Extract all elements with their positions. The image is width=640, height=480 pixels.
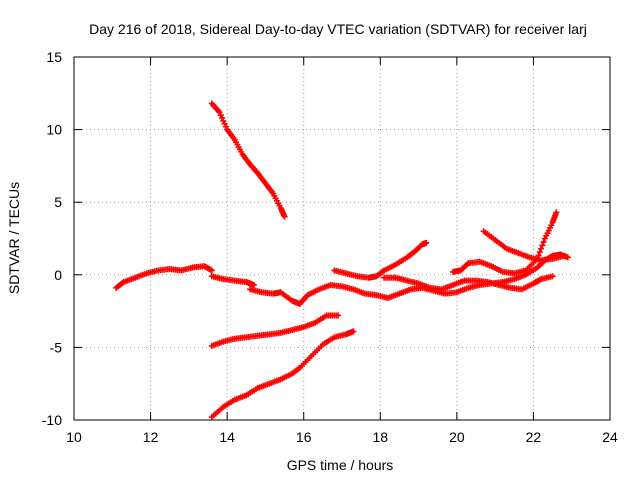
x-tick-label: 18 bbox=[372, 429, 388, 445]
data-point bbox=[538, 245, 545, 252]
x-tick-label: 22 bbox=[526, 429, 542, 445]
x-tick-label: 24 bbox=[602, 429, 618, 445]
series-arc-6 bbox=[381, 273, 556, 293]
chart-title: Day 216 of 2018, Sidereal Day-to-day VTE… bbox=[89, 21, 587, 37]
x-tick-label: 10 bbox=[66, 429, 82, 445]
data-point bbox=[549, 273, 556, 280]
data-point bbox=[423, 239, 430, 246]
x-axis-label: GPS time / hours bbox=[287, 457, 394, 473]
x-tick-label: 20 bbox=[449, 429, 465, 445]
y-tick-label: 15 bbox=[46, 49, 62, 65]
y-tick-label: 5 bbox=[54, 194, 62, 210]
y-tick-label: 0 bbox=[54, 267, 62, 283]
data-point bbox=[564, 254, 571, 261]
y-tick-label: -5 bbox=[50, 339, 63, 355]
data-series bbox=[113, 100, 571, 421]
tick-labels: 10 12 14 16 18 20 22 24 -10 -5 0 5 10 15 bbox=[42, 49, 618, 445]
series-arc-7 bbox=[450, 209, 560, 277]
y-tick-label: 10 bbox=[46, 122, 62, 138]
series-arc-9 bbox=[208, 312, 342, 349]
data-point bbox=[250, 281, 257, 288]
data-point bbox=[536, 249, 543, 256]
series-arc-8 bbox=[480, 228, 568, 264]
data-point bbox=[540, 238, 547, 245]
x-tick-label: 14 bbox=[219, 429, 235, 445]
data-point bbox=[335, 312, 342, 319]
data-point bbox=[539, 242, 546, 249]
data-point bbox=[561, 252, 568, 259]
data-point bbox=[350, 328, 357, 335]
series-arc-2 bbox=[113, 263, 215, 291]
series-arc-1 bbox=[208, 100, 288, 220]
series-arc-10 bbox=[208, 328, 357, 421]
data-point bbox=[208, 267, 215, 274]
data-point bbox=[281, 213, 288, 220]
data-point bbox=[553, 209, 560, 216]
y-tick-label: -10 bbox=[42, 412, 62, 428]
series-arc-3 bbox=[208, 273, 257, 288]
x-tick-label: 16 bbox=[296, 429, 312, 445]
series-arc-5 bbox=[331, 239, 430, 281]
x-tick-label: 12 bbox=[143, 429, 159, 445]
plot-frame bbox=[73, 56, 611, 421]
y-axis-label: SDTVAR / TECUs bbox=[6, 182, 22, 294]
